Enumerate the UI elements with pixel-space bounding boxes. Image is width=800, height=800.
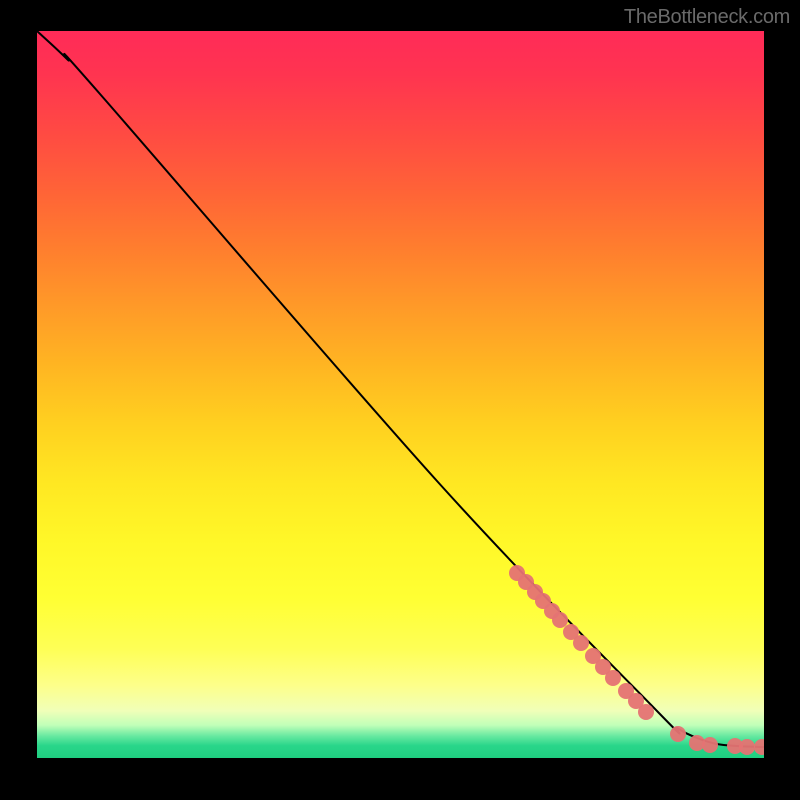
data-marker [739,739,755,755]
chart-background [37,31,764,758]
data-marker [702,737,718,753]
data-marker [605,670,621,686]
data-marker [573,635,589,651]
data-marker [552,612,568,628]
data-marker [670,726,686,742]
chart-svg [37,31,764,758]
watermark-text: TheBottleneck.com [624,6,790,29]
chart-area [37,31,764,758]
data-marker [638,704,654,720]
